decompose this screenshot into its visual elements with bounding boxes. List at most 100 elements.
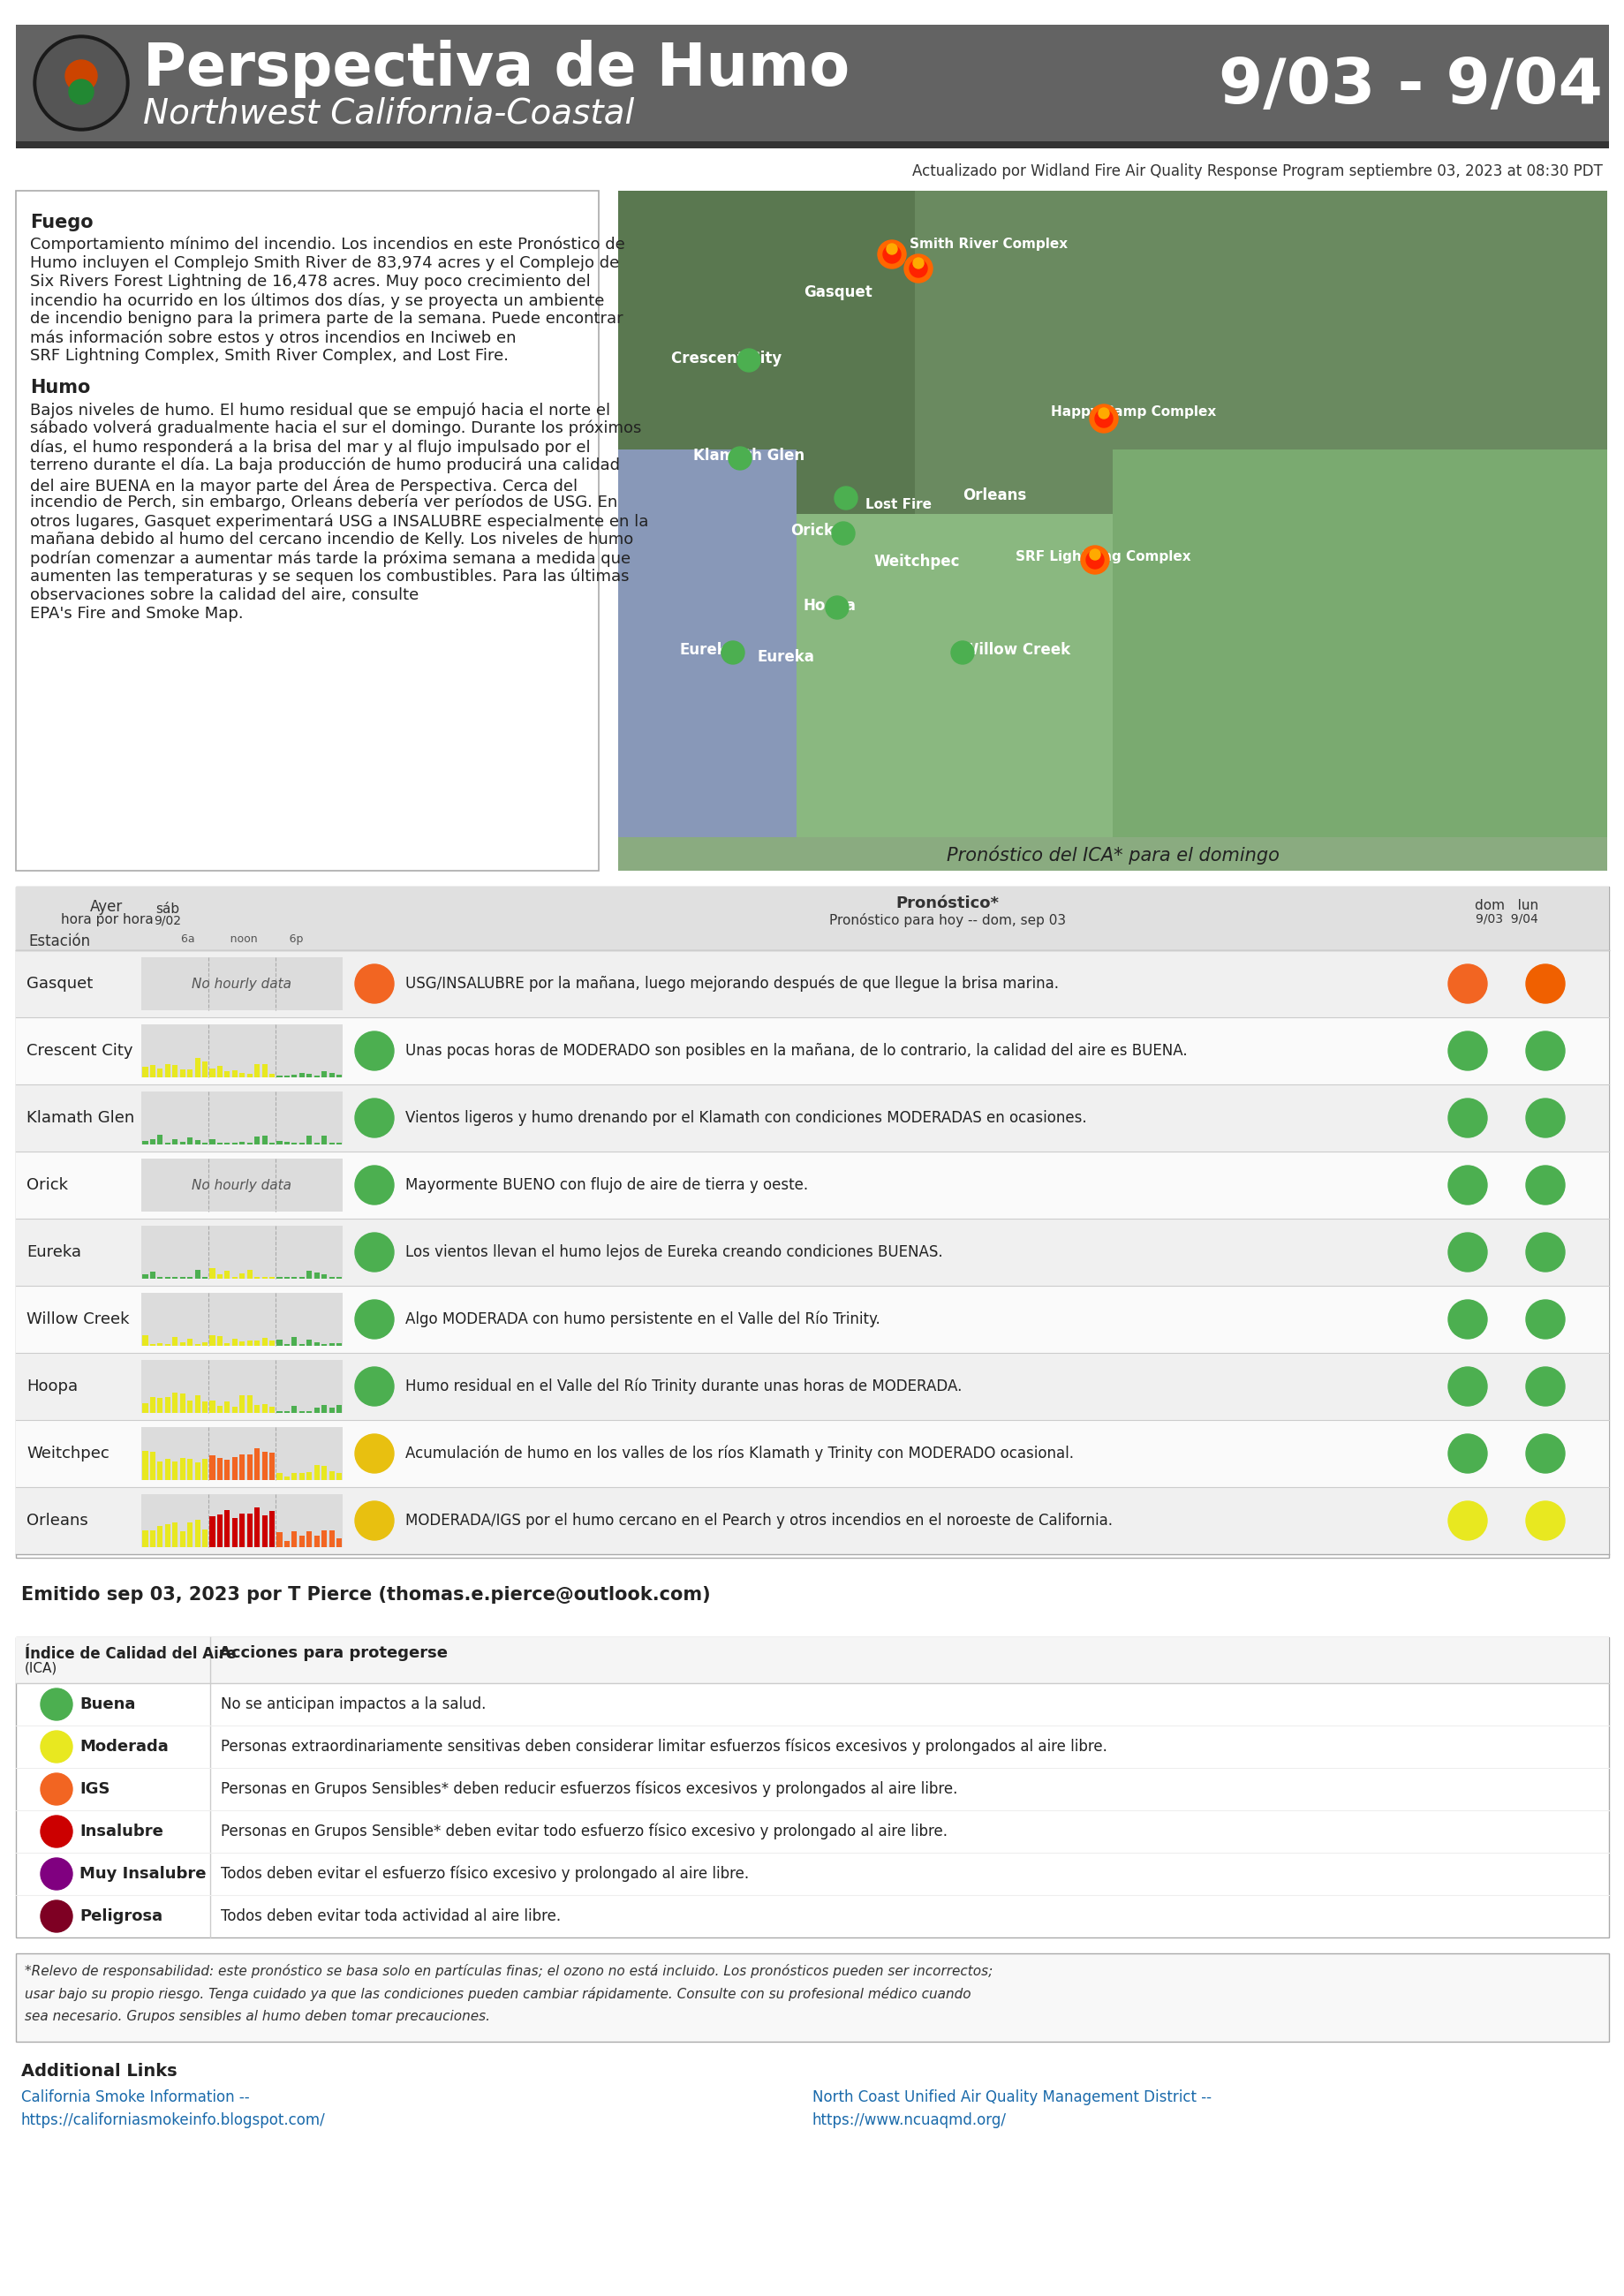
Bar	[224, 1070, 231, 1077]
Text: Emitido sep 03, 2023 por T Pierce (thomas.e.pierce@outlook.com): Emitido sep 03, 2023 por T Pierce (thoma…	[21, 1587, 710, 1603]
Text: Klamath Glen: Klamath Glen	[26, 1109, 135, 1125]
Bar	[172, 1139, 177, 1143]
Bar	[141, 1293, 343, 1345]
Bar	[195, 1058, 200, 1077]
Text: Orick: Orick	[789, 523, 833, 540]
Text: otros lugares, Gasquet experimentará USG a INSALUBRE especialmente en la: otros lugares, Gasquet experimentará USG…	[29, 512, 648, 530]
Text: Orleans: Orleans	[26, 1513, 88, 1529]
Bar	[239, 1274, 245, 1279]
Circle shape	[1447, 1300, 1486, 1339]
Text: EPA's Fire and Smoke Map.: EPA's Fire and Smoke Map.	[29, 606, 244, 622]
Bar	[16, 1352, 1608, 1419]
Bar	[172, 1463, 177, 1481]
Text: Mayormente BUENO con flujo de aire de tierra y oeste.: Mayormente BUENO con flujo de aire de ti…	[404, 1178, 807, 1194]
Bar	[276, 1531, 283, 1548]
Bar	[209, 1267, 214, 1279]
Bar	[141, 1091, 343, 1143]
Text: Unas pocas horas de MODERADO son posibles en la mañana, de lo contrario, la cali: Unas pocas horas de MODERADO son posible…	[404, 1042, 1187, 1058]
Bar	[313, 1536, 320, 1548]
Text: IGS: IGS	[80, 1782, 110, 1798]
Bar	[322, 1405, 326, 1412]
Text: Personas extraordinariamente sensitivas deben considerar limitar esfuerzos físic: Personas extraordinariamente sensitivas …	[221, 1738, 1106, 1754]
Text: Todos deben evitar toda actividad al aire libre.: Todos deben evitar toda actividad al air…	[221, 1908, 560, 1924]
Bar	[261, 1403, 268, 1412]
Text: Los vientos llevan el humo lejos de Eureka creando condiciones BUENAS.: Los vientos llevan el humo lejos de Eure…	[404, 1244, 942, 1261]
Text: incendio ha ocurrido en los últimos dos días, y se proyecta un ambiente: incendio ha ocurrido en los últimos dos …	[29, 292, 604, 308]
Bar	[209, 1401, 214, 1412]
Text: Vientos ligeros y humo drenando por el Klamath con condiciones MODERADAS en ocas: Vientos ligeros y humo drenando por el K…	[404, 1109, 1086, 1125]
Circle shape	[37, 39, 125, 126]
Text: Hoopa: Hoopa	[804, 597, 856, 613]
Bar	[201, 1343, 208, 1345]
Bar	[261, 1451, 268, 1481]
Bar	[322, 1072, 326, 1077]
Text: días, el humo responderá a la brisa del mar y al flujo impulsado por el: días, el humo responderá a la brisa del …	[29, 439, 590, 455]
Bar	[270, 1511, 274, 1548]
Bar	[247, 1075, 252, 1077]
Bar	[158, 1398, 162, 1412]
Bar	[270, 1341, 274, 1345]
Bar	[276, 1339, 283, 1345]
Bar	[247, 1270, 252, 1279]
Bar	[247, 1456, 252, 1481]
Bar	[299, 1072, 304, 1077]
Text: Humo residual en el Valle del Río Trinity durante unas horas de MODERADA.: Humo residual en el Valle del Río Trinit…	[404, 1378, 961, 1394]
Text: Pronóstico*: Pronóstico*	[895, 895, 999, 912]
Bar	[143, 1531, 148, 1548]
Bar	[16, 25, 1608, 149]
Bar	[232, 1339, 237, 1345]
Bar	[292, 1075, 297, 1077]
Text: USG/INSALUBRE por la mañana, luego mejorando después de que llegue la brisa mari: USG/INSALUBRE por la mañana, luego mejor…	[404, 976, 1059, 992]
Bar	[180, 1341, 185, 1345]
Circle shape	[354, 1097, 393, 1137]
Bar	[617, 191, 1606, 838]
Bar	[224, 1270, 231, 1279]
Bar	[141, 1226, 343, 1279]
Circle shape	[950, 641, 973, 664]
Bar	[195, 1396, 200, 1412]
Bar	[307, 1075, 312, 1077]
Bar	[16, 1219, 1608, 1286]
Bar	[292, 1531, 297, 1548]
Bar	[307, 1472, 312, 1481]
Bar	[16, 1286, 1608, 1352]
Bar	[255, 1063, 260, 1077]
Text: aumenten las temperaturas y se sequen los combustibles. Para las últimas: aumenten las temperaturas y se sequen lo…	[29, 569, 628, 585]
Bar	[187, 1137, 193, 1143]
Circle shape	[1525, 1233, 1564, 1272]
Bar	[284, 1141, 289, 1143]
Text: 9/02: 9/02	[154, 914, 182, 928]
Text: más información sobre estos y otros incendios en Inciweb en: más información sobre estos y otros ince…	[29, 328, 516, 347]
Bar	[143, 1336, 148, 1345]
Text: Bajos niveles de humo. El humo residual que se empujó hacia el norte el: Bajos niveles de humo. El humo residual …	[29, 402, 611, 418]
Bar	[195, 1270, 200, 1279]
Bar	[247, 1396, 252, 1412]
Bar	[1112, 450, 1606, 838]
Bar	[201, 1401, 208, 1412]
Bar	[299, 1536, 304, 1548]
Text: North Coast Unified Air Quality Management District --
https://www.ncuaqmd.org/: North Coast Unified Air Quality Manageme…	[812, 2089, 1212, 2128]
Bar	[187, 1522, 193, 1548]
Bar	[149, 1398, 156, 1412]
Bar	[141, 1495, 343, 1548]
Text: Perspectiva de Humo: Perspectiva de Humo	[143, 39, 849, 99]
Bar	[330, 1407, 335, 1412]
Text: Buena: Buena	[80, 1697, 135, 1713]
Bar	[166, 1398, 171, 1412]
Text: Gasquet: Gasquet	[26, 976, 93, 992]
Text: Orick: Orick	[26, 1178, 68, 1194]
Circle shape	[1525, 1366, 1564, 1405]
Bar	[336, 1343, 341, 1345]
Bar	[180, 1070, 185, 1077]
Bar	[158, 1134, 162, 1143]
Text: Acciones para protegerse: Acciones para protegerse	[219, 1646, 448, 1660]
Bar	[299, 1474, 304, 1481]
Circle shape	[877, 241, 906, 269]
Circle shape	[1098, 409, 1109, 418]
Bar	[224, 1511, 231, 1548]
Text: Muy Insalubre: Muy Insalubre	[80, 1867, 206, 1883]
Text: podrían comenzar a aumentar más tarde la próxima semana a medida que: podrían comenzar a aumentar más tarde la…	[29, 551, 630, 567]
Bar	[276, 1474, 283, 1481]
Text: SRF Lightning Complex: SRF Lightning Complex	[1015, 551, 1190, 565]
Text: dom   lun: dom lun	[1475, 900, 1538, 912]
